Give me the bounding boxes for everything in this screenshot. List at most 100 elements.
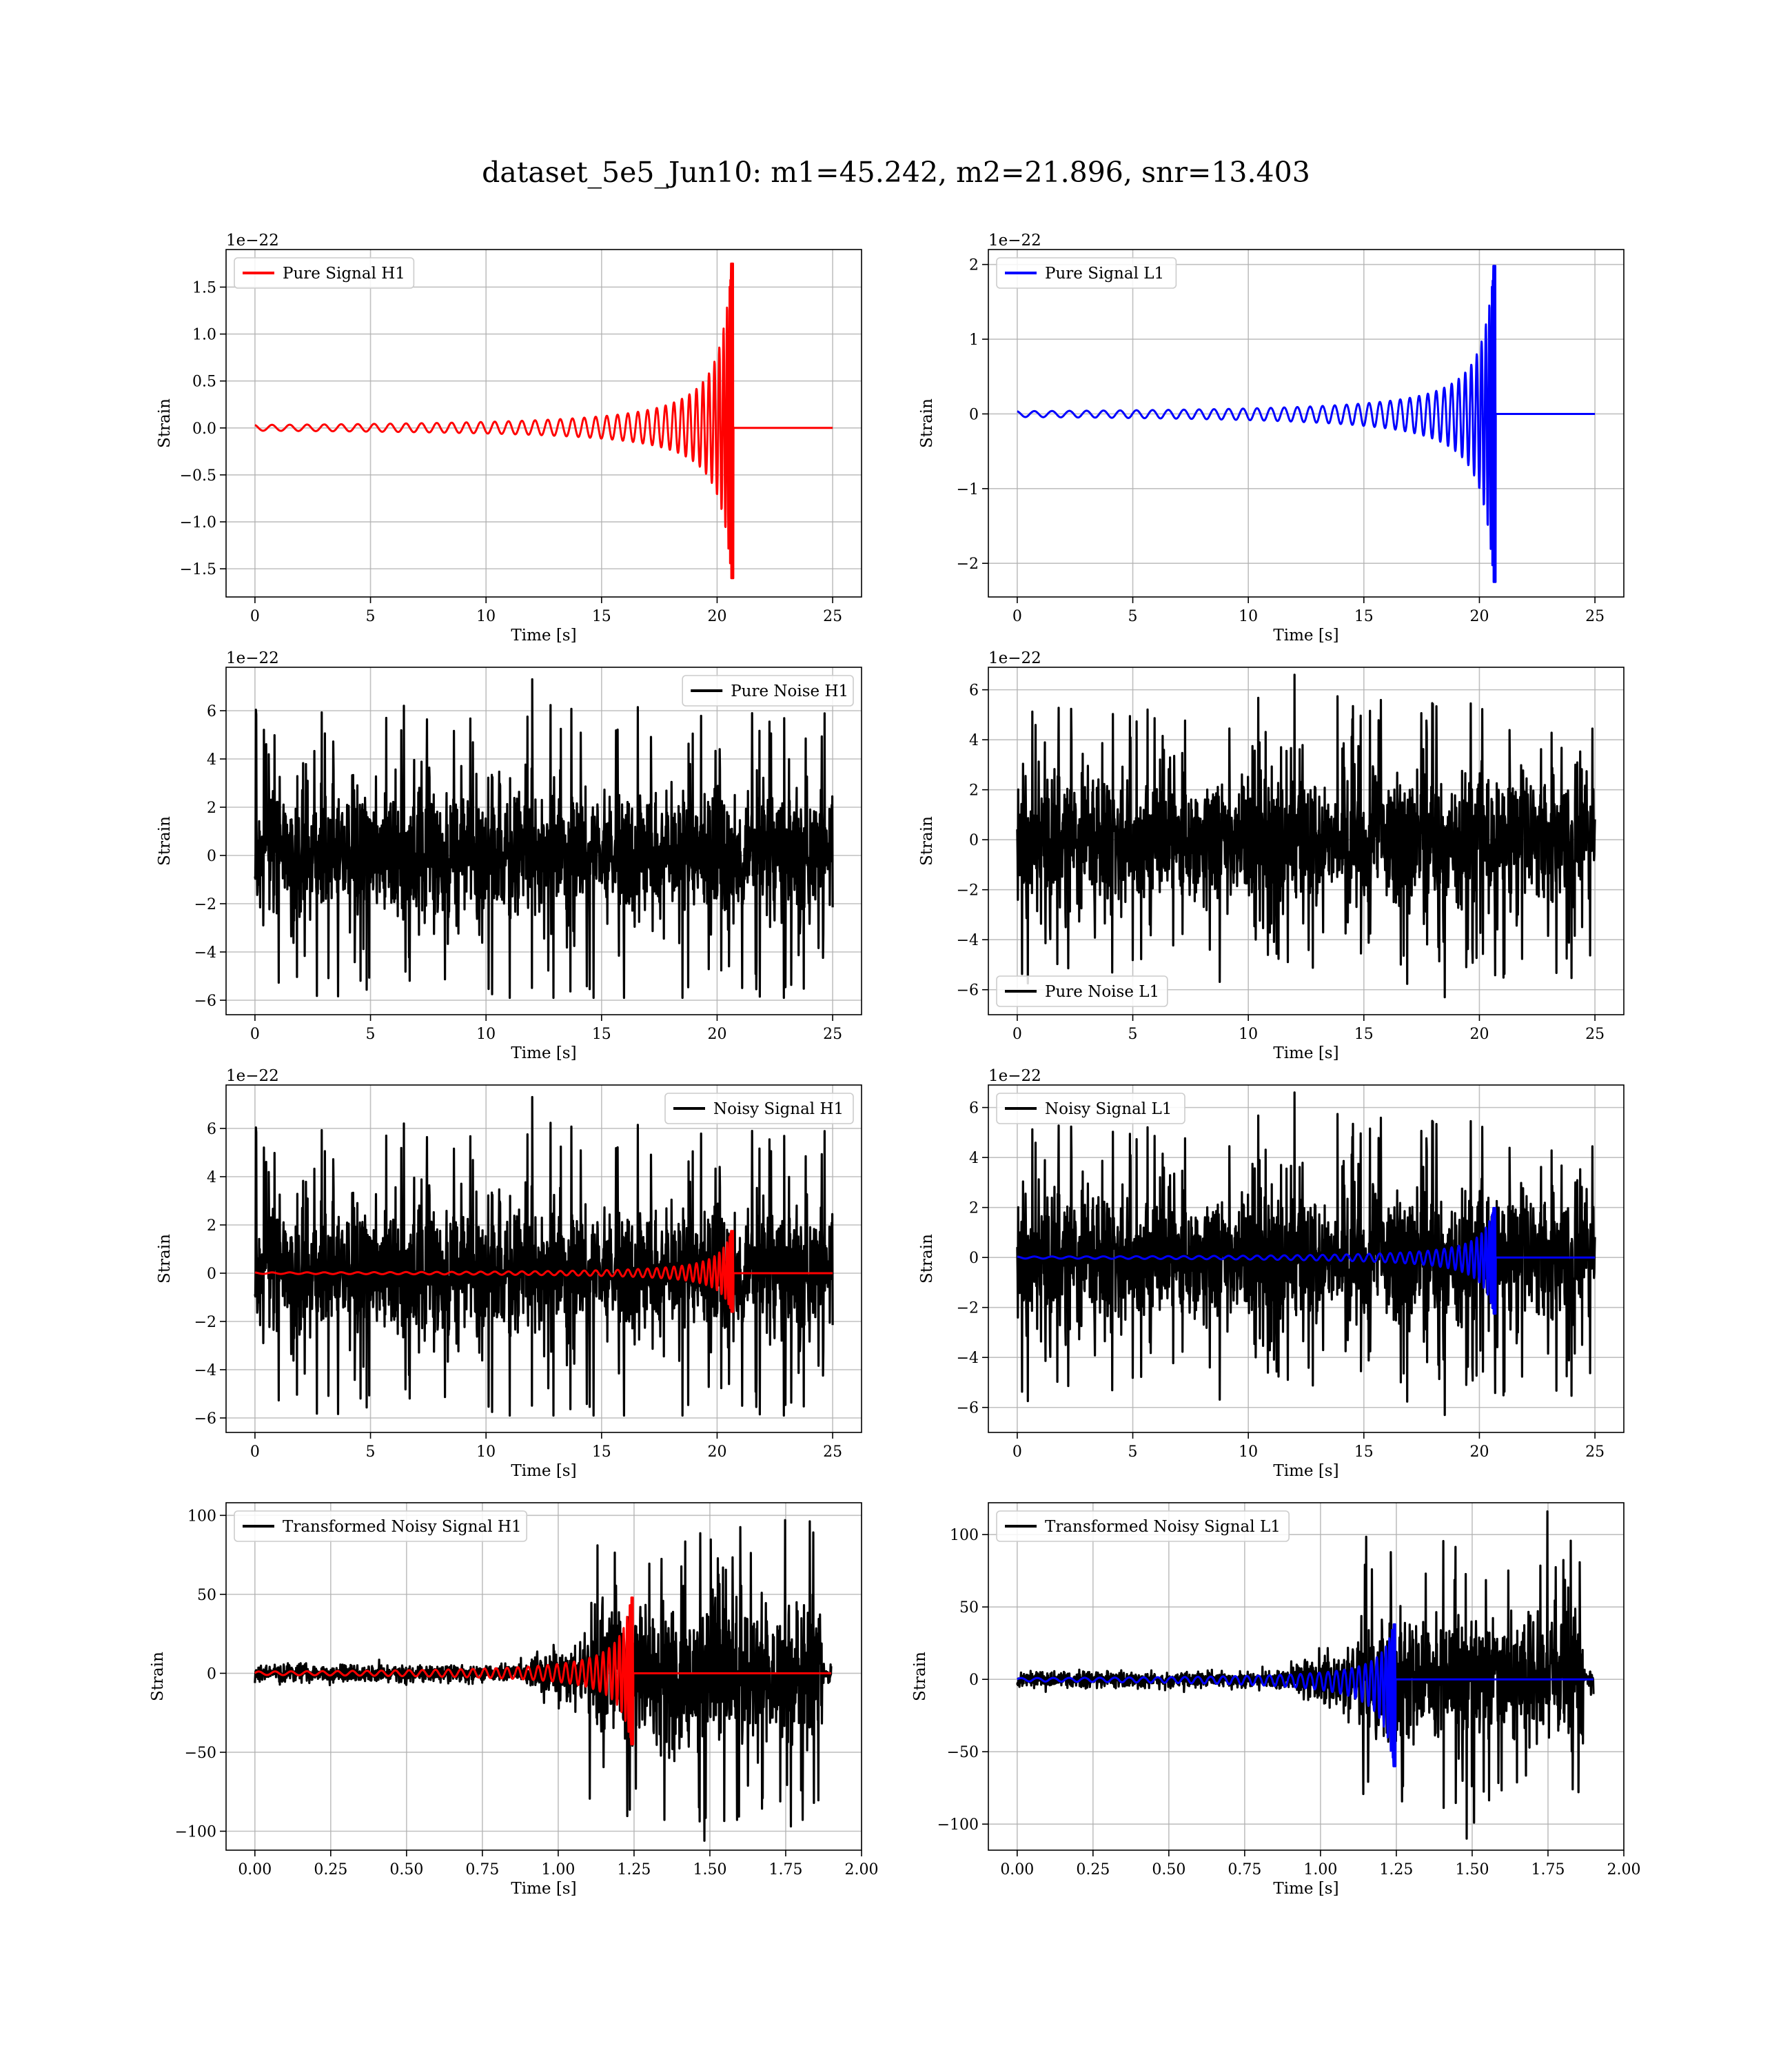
x-tick-label: 15 bbox=[1354, 608, 1374, 625]
x-tick-label: 0.25 bbox=[314, 1861, 347, 1878]
y-tick-label: 4 bbox=[207, 751, 216, 769]
series-line-signal bbox=[1016, 1623, 1595, 1767]
y-tick-label: −2 bbox=[194, 896, 216, 913]
legend-entry: Noisy Signal L1 bbox=[1045, 1100, 1172, 1118]
y-tick-label: −4 bbox=[194, 1362, 216, 1379]
series-line-signal bbox=[254, 1596, 833, 1745]
series-line-signal bbox=[1016, 265, 1596, 583]
x-axis-label: Time [s] bbox=[1273, 1044, 1338, 1062]
x-tick-label: 0 bbox=[1012, 608, 1022, 625]
y-tick-label: −1.0 bbox=[180, 514, 216, 531]
y-tick-label: 50 bbox=[959, 1599, 979, 1616]
plot-frame bbox=[988, 1502, 1625, 1851]
y-tick-label: 50 bbox=[197, 1587, 216, 1604]
legend-entry: Transformed Noisy Signal H1 bbox=[283, 1518, 522, 1536]
plot-frame bbox=[988, 667, 1625, 1015]
x-tick-label: 5 bbox=[1128, 608, 1138, 625]
x-tick-label: 10 bbox=[1239, 1026, 1258, 1043]
x-tick-label: 10 bbox=[476, 608, 496, 625]
y-tick-label: 6 bbox=[969, 682, 979, 700]
x-tick-label: 5 bbox=[366, 1443, 376, 1461]
x-axis-label: Time [s] bbox=[511, 1880, 576, 1898]
y-tick-label: 6 bbox=[207, 1121, 216, 1138]
x-tick-label: 1.25 bbox=[617, 1861, 651, 1878]
x-tick-label: 1.75 bbox=[1531, 1861, 1565, 1878]
x-tick-label: 1.25 bbox=[1379, 1861, 1413, 1878]
y-tick-label: −1 bbox=[957, 481, 979, 498]
series-line-noise bbox=[254, 678, 834, 1000]
y-tick-label: 1.0 bbox=[192, 327, 216, 344]
axis-offset-label: 1e−22 bbox=[988, 1067, 1041, 1085]
series-line-noise bbox=[1016, 1510, 1595, 1840]
plot-frame bbox=[225, 1502, 862, 1851]
figure-title: dataset_5e5_Jun10: m1=45.242, m2=21.896,… bbox=[482, 156, 1310, 189]
x-tick-label: 25 bbox=[1585, 608, 1605, 625]
y-tick-label: −50 bbox=[947, 1744, 979, 1761]
y-tick-label: 6 bbox=[969, 1100, 979, 1117]
y-axis-label: Strain bbox=[156, 816, 174, 866]
y-axis-label: Strain bbox=[149, 1652, 167, 1701]
y-tick-label: −100 bbox=[937, 1816, 979, 1834]
plot-frame bbox=[225, 1084, 862, 1433]
axis-offset-label: 1e−22 bbox=[226, 1067, 279, 1085]
y-tick-label: 6 bbox=[207, 703, 216, 720]
y-tick-label: −2 bbox=[957, 882, 979, 900]
y-tick-label: −6 bbox=[194, 993, 216, 1010]
y-axis-label: Strain bbox=[911, 1652, 929, 1701]
x-tick-label: 10 bbox=[1239, 1443, 1258, 1461]
series-line-noise bbox=[1016, 673, 1596, 999]
axis-offset-label: 1e−22 bbox=[988, 649, 1041, 667]
x-axis-label: Time [s] bbox=[1273, 627, 1338, 645]
legend: Pure Noise H1 bbox=[682, 675, 854, 707]
x-tick-label: 0 bbox=[250, 608, 260, 625]
x-tick-label: 5 bbox=[1128, 1026, 1138, 1043]
y-tick-label: −50 bbox=[185, 1745, 216, 1762]
x-tick-label: 1.75 bbox=[768, 1861, 802, 1878]
x-tick-label: 0.75 bbox=[1228, 1861, 1261, 1878]
x-tick-label: 25 bbox=[823, 1443, 842, 1461]
series-line-signal bbox=[254, 1230, 834, 1313]
x-axis-label: Time [s] bbox=[511, 1044, 576, 1062]
legend-entry: Pure Noise H1 bbox=[731, 682, 848, 700]
y-tick-label: −2 bbox=[194, 1314, 216, 1331]
x-tick-label: 10 bbox=[476, 1026, 496, 1043]
x-tick-label: 5 bbox=[366, 1026, 376, 1043]
axis-offset-label: 1e−22 bbox=[226, 649, 279, 667]
y-axis-label: Strain bbox=[918, 1234, 936, 1284]
y-axis-label: Strain bbox=[156, 398, 174, 448]
y-tick-label: −0.5 bbox=[180, 467, 216, 485]
y-tick-label: −100 bbox=[175, 1824, 216, 1841]
y-tick-label: 0 bbox=[207, 848, 216, 865]
x-tick-label: 10 bbox=[476, 1443, 496, 1461]
legend: Transformed Noisy Signal L1 bbox=[996, 1510, 1290, 1542]
x-tick-label: 15 bbox=[1354, 1443, 1374, 1461]
series-line-noise bbox=[254, 1095, 834, 1417]
x-tick-label: 15 bbox=[592, 1026, 611, 1043]
series-line-noise bbox=[254, 1519, 833, 1842]
x-tick-label: 15 bbox=[1354, 1026, 1374, 1043]
y-tick-label: 2 bbox=[207, 1217, 216, 1235]
y-tick-label: 0.0 bbox=[192, 420, 216, 438]
x-tick-label: 20 bbox=[707, 1443, 726, 1461]
y-tick-label: −2 bbox=[957, 556, 979, 573]
legend: Pure Signal L1 bbox=[996, 257, 1177, 289]
panel-transformed-noisy-signal-h1: 0.00 0.25 0.50 0.75 1.00 1.25 1.50 1.75 2.00 100 5… bbox=[149, 1502, 878, 1898]
series-line-noise bbox=[1016, 1091, 1596, 1417]
x-tick-label: 20 bbox=[707, 1026, 726, 1043]
x-tick-label: 2.00 bbox=[1607, 1861, 1641, 1878]
y-tick-label: 0.5 bbox=[192, 374, 216, 391]
x-axis-label: Time [s] bbox=[511, 627, 576, 645]
legend-entry: Noisy Signal H1 bbox=[713, 1100, 844, 1118]
x-tick-label: 5 bbox=[1128, 1443, 1138, 1461]
x-tick-label: 0.50 bbox=[389, 1861, 423, 1878]
legend: Pure Noise L1 bbox=[996, 975, 1168, 1007]
x-axis-label: Time [s] bbox=[1273, 1462, 1338, 1480]
x-tick-label: 0 bbox=[250, 1026, 260, 1043]
y-tick-label: 2 bbox=[969, 257, 979, 274]
y-tick-label: −6 bbox=[194, 1410, 216, 1428]
y-axis-label: Strain bbox=[156, 1234, 174, 1284]
